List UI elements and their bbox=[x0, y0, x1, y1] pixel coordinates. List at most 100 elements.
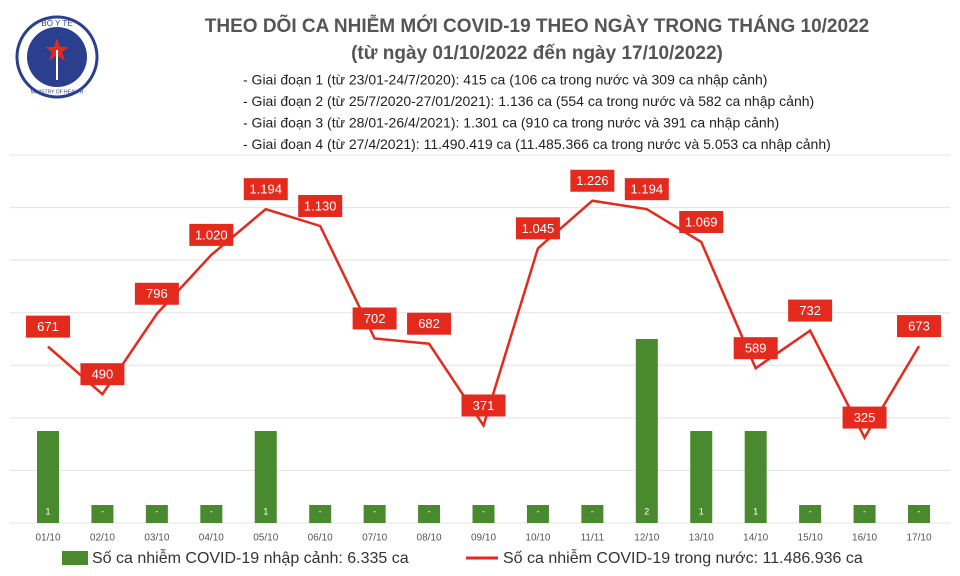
label-box bbox=[788, 299, 833, 322]
label-box bbox=[243, 178, 288, 201]
logo-text: BỘ Y TẾ bbox=[41, 18, 72, 28]
x-tick-label: 08/10 bbox=[417, 533, 442, 544]
bar-label: - bbox=[101, 506, 104, 516]
x-tick-label: 07/10 bbox=[362, 533, 387, 544]
data-label: 796 bbox=[146, 286, 168, 301]
label-box bbox=[189, 223, 234, 246]
logo-text: MINISTRY OF HEALTH bbox=[31, 89, 84, 95]
label-box bbox=[679, 211, 724, 234]
data-label: 589 bbox=[745, 341, 767, 356]
bar-label: - bbox=[482, 506, 485, 516]
bar-label: - bbox=[536, 506, 539, 516]
bar bbox=[363, 505, 386, 523]
label-box bbox=[352, 307, 397, 330]
logo: BỘ Y TẾ MINISTRY OF HEALTH bbox=[15, 15, 99, 99]
x-tick-label: 12/10 bbox=[634, 533, 659, 544]
bar bbox=[200, 505, 223, 523]
chart-subtitle: (từ ngày 01/10/2022 đến ngày 17/10/2022) bbox=[351, 43, 723, 64]
bar bbox=[581, 505, 604, 523]
label-box bbox=[842, 406, 887, 429]
bar bbox=[635, 339, 658, 523]
label-box bbox=[570, 169, 615, 192]
legend-swatch bbox=[62, 551, 88, 565]
x-tick-label: 02/10 bbox=[90, 533, 115, 544]
bar bbox=[526, 505, 549, 523]
bar-label: 1 bbox=[699, 506, 704, 516]
data-label: 1.130 bbox=[304, 198, 337, 213]
bar bbox=[254, 431, 277, 523]
bar-label: - bbox=[428, 506, 431, 516]
annotation: - Giai đoạn 1 (từ 23/01-24/7/2020): 415 … bbox=[243, 72, 767, 88]
bar bbox=[418, 505, 441, 523]
bar bbox=[145, 505, 168, 523]
bar-label: - bbox=[918, 506, 921, 516]
x-tick-label: 14/10 bbox=[743, 533, 768, 544]
bar-label: - bbox=[591, 506, 594, 516]
legend-label: Số ca nhiễm COVID-19 trong nước: 11.486.… bbox=[503, 548, 863, 567]
bar bbox=[309, 505, 332, 523]
x-tick-label: 10/10 bbox=[525, 533, 550, 544]
legend-label: Số ca nhiễm COVID-19 nhập cảnh: 6.335 ca bbox=[92, 548, 409, 567]
data-label: 671 bbox=[37, 319, 59, 334]
label-box bbox=[461, 394, 506, 417]
x-tick-label: 15/10 bbox=[798, 533, 823, 544]
bar-label: - bbox=[373, 506, 376, 516]
x-tick-label: 17/10 bbox=[906, 533, 931, 544]
x-tick-label: 04/10 bbox=[199, 533, 224, 544]
annotation: - Giai đoạn 2 (từ 25/7/2020-27/01/2021):… bbox=[243, 93, 814, 109]
bar-label: 1 bbox=[45, 506, 50, 516]
bar bbox=[799, 505, 822, 523]
bar bbox=[744, 431, 767, 523]
x-tick-label: 13/10 bbox=[689, 533, 714, 544]
logo-star bbox=[45, 38, 69, 61]
x-tick-label: 01/10 bbox=[35, 533, 60, 544]
data-label: 1.226 bbox=[576, 173, 609, 188]
bar bbox=[91, 505, 114, 523]
data-label: 1.194 bbox=[249, 182, 282, 197]
x-tick-label: 09/10 bbox=[471, 533, 496, 544]
bar bbox=[690, 431, 713, 523]
x-tick-label: 06/10 bbox=[308, 533, 333, 544]
x-tick-label: 03/10 bbox=[144, 533, 169, 544]
annotation: - Giai đoạn 4 (từ 27/4/2021): 11.490.419… bbox=[243, 136, 831, 152]
label-box bbox=[298, 194, 343, 217]
bar bbox=[908, 505, 930, 523]
bar-label: - bbox=[863, 506, 866, 516]
label-box bbox=[407, 312, 452, 335]
bar-label: 1 bbox=[263, 506, 268, 516]
annotation: - Giai đoạn 3 (từ 28/01-26/4/2021): 1.30… bbox=[243, 115, 779, 131]
data-label: 325 bbox=[854, 410, 876, 425]
data-label: 1.194 bbox=[631, 182, 664, 197]
data-label: 702 bbox=[364, 311, 386, 326]
label-box bbox=[134, 282, 179, 305]
x-tick-label: 11/11 bbox=[581, 533, 605, 544]
chart-title: THEO DÕI CA NHIỄM MỚI COVID-19 THEO NGÀY… bbox=[205, 15, 869, 37]
label-box bbox=[80, 363, 125, 386]
bar-label: 1 bbox=[753, 506, 758, 516]
label-box bbox=[26, 315, 70, 338]
bar-label: - bbox=[155, 506, 158, 516]
data-label: 682 bbox=[418, 316, 440, 331]
data-label: 490 bbox=[92, 367, 114, 382]
data-label: 1.045 bbox=[522, 221, 555, 236]
x-tick-label: 05/10 bbox=[253, 533, 278, 544]
data-label: 1.069 bbox=[685, 214, 718, 229]
bar-label: - bbox=[809, 506, 812, 516]
data-label: 732 bbox=[799, 303, 821, 318]
bar-label: - bbox=[210, 506, 213, 516]
bar bbox=[853, 505, 876, 523]
bar bbox=[37, 431, 59, 523]
label-box bbox=[733, 337, 778, 360]
bar bbox=[472, 505, 495, 523]
data-label: 371 bbox=[473, 398, 495, 413]
bar-label: - bbox=[319, 506, 322, 516]
label-box bbox=[624, 178, 669, 201]
label-box bbox=[897, 315, 941, 338]
bar-label: 2 bbox=[644, 506, 649, 516]
x-tick-label: 16/10 bbox=[852, 533, 877, 544]
data-label: 1.020 bbox=[195, 227, 228, 242]
data-label: 673 bbox=[908, 319, 930, 334]
label-box bbox=[515, 217, 560, 240]
